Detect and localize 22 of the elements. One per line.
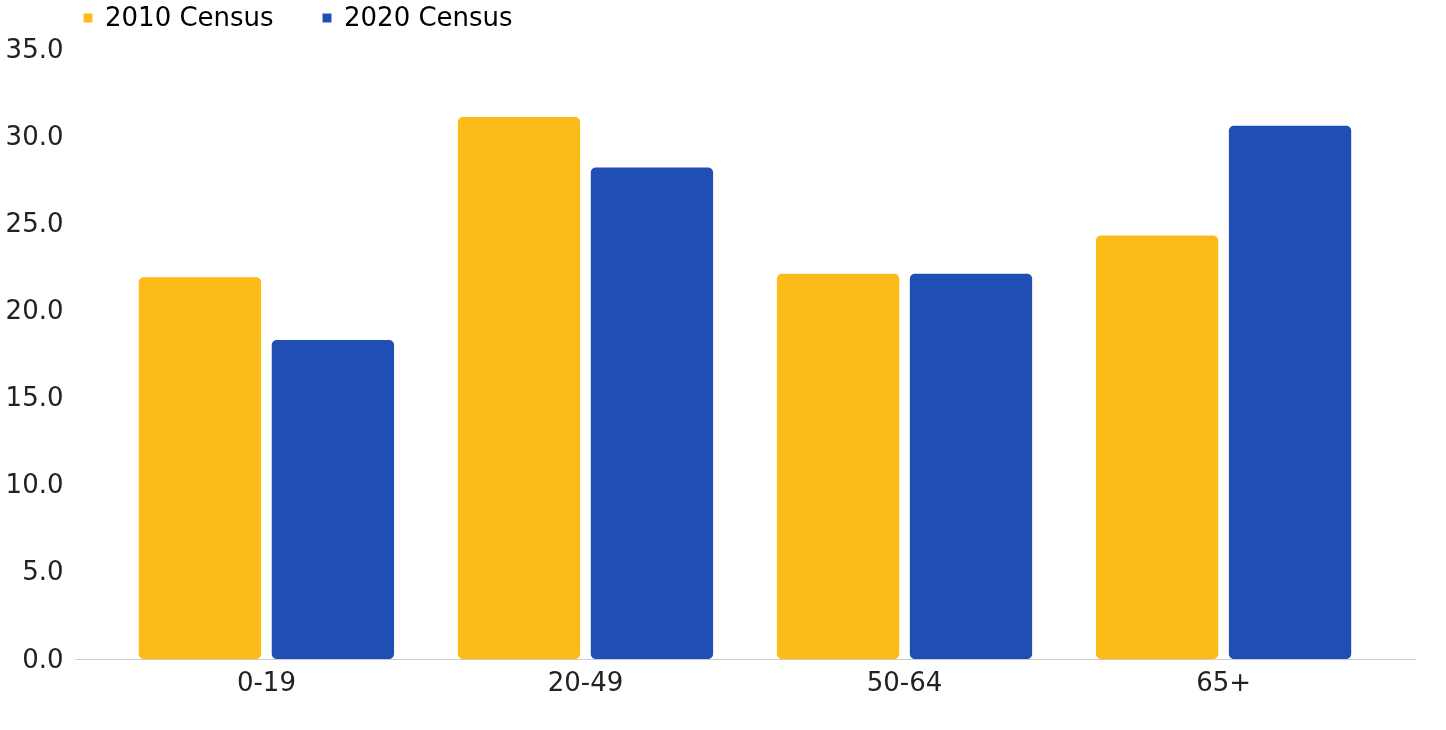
y-tick-label: 0.0 <box>22 643 64 674</box>
bar <box>457 116 581 659</box>
bar <box>271 340 395 659</box>
x-tick-label: 65+ <box>1196 666 1252 697</box>
bar <box>909 273 1033 659</box>
y-tick-label: 35.0 <box>5 33 64 64</box>
bar <box>138 277 262 659</box>
y-tick-label: 5.0 <box>22 556 64 587</box>
bar <box>1095 235 1219 659</box>
legend-label: 2010 Census <box>105 2 274 32</box>
x-tick-label: 20-49 <box>547 666 624 697</box>
y-tick-label: 15.0 <box>5 382 64 413</box>
bar <box>1228 125 1352 659</box>
bar <box>590 167 714 659</box>
bar <box>776 273 900 659</box>
legend-label: 2020 Census <box>344 2 513 32</box>
x-tick-label: 0-19 <box>236 666 296 697</box>
y-tick-label: 10.0 <box>5 469 64 500</box>
y-tick-label: 25.0 <box>5 207 64 238</box>
x-tick-label: 50-64 <box>866 666 943 697</box>
y-tick-label: 30.0 <box>5 120 64 151</box>
y-tick-label: 20.0 <box>5 294 64 325</box>
